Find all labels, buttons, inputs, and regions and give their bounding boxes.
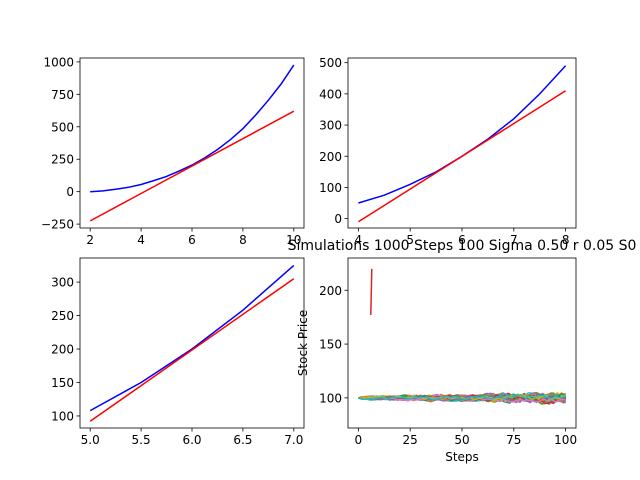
y-tick-label: 200	[51, 343, 74, 357]
y-tick-label: 300	[51, 276, 74, 290]
x-tick-label: 100	[554, 433, 577, 447]
series-line-2	[357, 90, 567, 223]
y-tick-label: 250	[51, 309, 74, 323]
y-tick-label: −250	[41, 218, 74, 232]
x-tick-label: 5	[406, 233, 414, 247]
simulation-path	[358, 394, 566, 401]
plot-area	[89, 264, 295, 422]
x-tick-label: 5.0	[81, 433, 100, 447]
y-tick-label: 200	[319, 284, 342, 298]
y-tick-label: 500	[51, 120, 74, 134]
y-tick-label: 100	[319, 181, 342, 195]
x-tick-label: 6.0	[182, 433, 201, 447]
plot-area	[89, 64, 295, 222]
series-line-1	[370, 268, 373, 316]
y-tick-label: 150	[51, 376, 74, 390]
series-line-2	[89, 278, 295, 422]
subplot-2: 4 5 6 7 8 0 100 200 300 400 500	[319, 56, 577, 247]
y-tick-label: 100	[51, 409, 74, 423]
x-tick-label: 7	[510, 233, 518, 247]
subplot-4: 0 25 50 75 100 100 150 200 Simulations 1000 Step…	[288, 238, 637, 464]
x-tick-label: 6	[188, 233, 196, 247]
x-tick-label: 4	[137, 233, 145, 247]
x-tick-label: 7.0	[284, 433, 303, 447]
x-tick-label: 8	[562, 233, 570, 247]
x-tick-label: 10	[286, 233, 301, 247]
y-tick-label: 250	[51, 153, 74, 167]
y-tick-label: 0	[66, 185, 74, 199]
subplot-1: 2 4 6 8 10 −250 0 250 500 750 1000	[41, 55, 305, 247]
y-tick-label: 1000	[43, 55, 74, 69]
y-tick-label: 150	[319, 338, 342, 352]
axes-frame	[79, 57, 305, 229]
chart-title: Simulations 1000 Steps 100 Sigma 0.50 r …	[288, 238, 637, 254]
x-tick-label: 75	[506, 433, 521, 447]
series-line-1	[89, 264, 295, 412]
y-tick-label: 750	[51, 88, 74, 102]
y-tick-label: 400	[319, 87, 342, 101]
series-line-2	[89, 110, 295, 222]
x-tick-label: 2	[86, 233, 94, 247]
axes-frame	[347, 57, 577, 229]
y-tick-label: 300	[319, 119, 342, 133]
subplot-3: 5.0 5.5 6.0 6.5 7.0 100 150 200 250 300	[51, 257, 305, 447]
series-line-1	[90, 64, 295, 193]
x-tick-label: 25	[403, 433, 418, 447]
x-tick-label: 50	[454, 433, 469, 447]
x-tick-label: 4	[355, 233, 363, 247]
axes-frame	[79, 257, 305, 429]
y-tick-label: 200	[319, 150, 342, 164]
x-tick-label: 6.5	[233, 433, 252, 447]
x-axis-label: Steps	[445, 450, 479, 464]
x-tick-label: 0	[355, 433, 363, 447]
y-tick-label: 0	[334, 212, 342, 226]
plot-area	[358, 268, 567, 405]
y-tick-label: 500	[319, 56, 342, 70]
x-tick-label: 8	[239, 233, 247, 247]
x-tick-label: 5.5	[132, 433, 151, 447]
y-tick-label: 100	[319, 391, 342, 405]
x-tick-label: 6	[458, 233, 466, 247]
y-axis-label: Stock Price	[296, 310, 310, 376]
plot-area	[357, 65, 567, 223]
series-line-1	[358, 65, 567, 204]
